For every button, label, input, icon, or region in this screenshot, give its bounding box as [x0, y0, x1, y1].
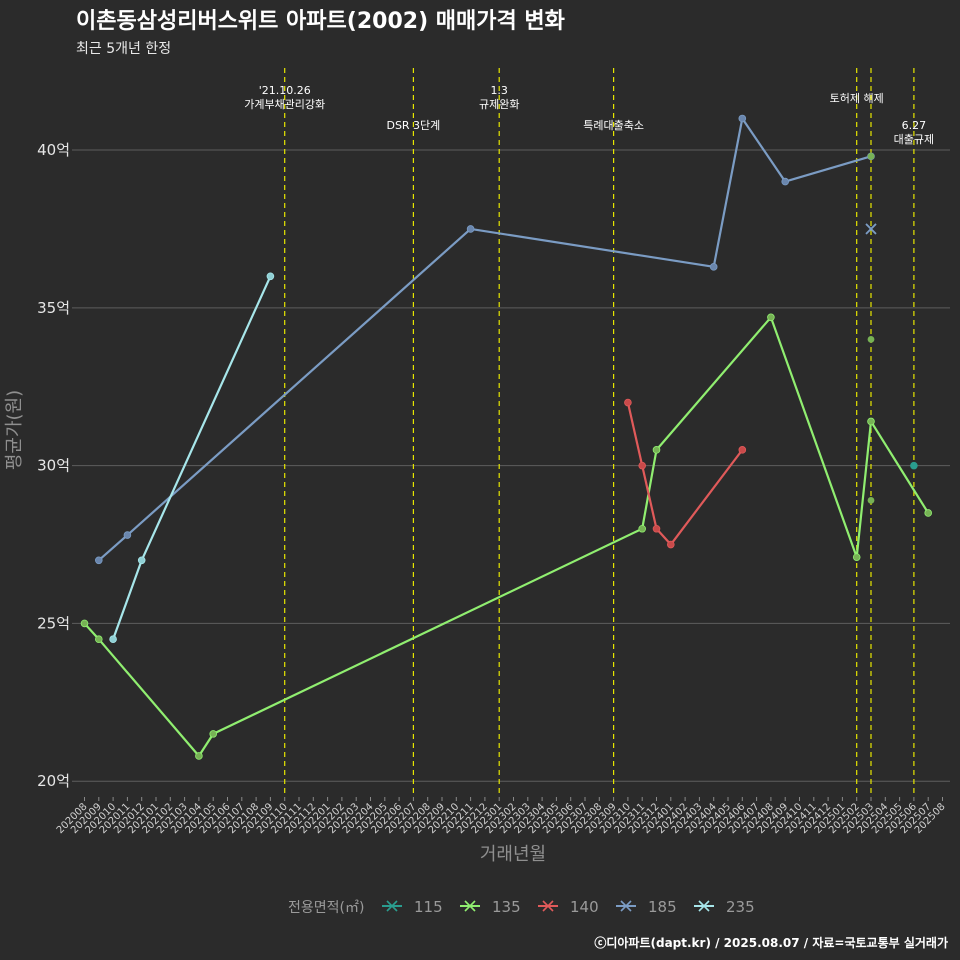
y-tick-label: 30억 [37, 457, 70, 475]
event-label: 토허제 해제 [830, 91, 884, 105]
extra-point-135 [867, 496, 875, 504]
series-line-140 [626, 402, 744, 546]
data-point-135 [867, 417, 875, 426]
data-point-135 [209, 730, 218, 738]
event-label: 가계부채관리강화 [244, 98, 325, 111]
event-label: 규제완화 [479, 98, 519, 111]
data-point-140 [738, 446, 747, 454]
legend-title: 전용면적(㎡) [288, 900, 364, 916]
event-label: 대출규제 [894, 133, 934, 146]
data-point-185 [95, 556, 103, 565]
legend-label-235: 235 [726, 898, 755, 916]
chart-caption: ⓒ디아파트(dapt.kr) / 2025.08.07 / 자료=국토교통부 실… [594, 935, 948, 950]
legend: 전용면적(㎡) 115 135 140 185 235 [288, 898, 755, 916]
y-tick-label: 20억 [37, 772, 70, 790]
y-tick-label: 35억 [37, 299, 70, 317]
legend-key-cross-185 [620, 900, 632, 912]
data-point-140 [624, 398, 632, 407]
data-point-135 [195, 752, 203, 760]
data-point-185 [781, 177, 789, 186]
data-point-135 [924, 509, 932, 517]
extra-point-135 [867, 336, 875, 343]
series-line-185 [98, 117, 872, 562]
data-point-135 [852, 553, 861, 561]
chart-subtitle: 최근 5개년 한정 [76, 41, 171, 57]
data-point-135 [80, 619, 89, 628]
data-point-135 [652, 446, 661, 454]
series-line-135 [83, 316, 930, 758]
event-label: 특례대출축소 [583, 119, 644, 132]
legend-label-140: 140 [570, 898, 599, 916]
data-point-140 [666, 540, 675, 549]
chart-title: 이촌동삼성리버스위트 아파트(2002) 매매가격 변화 [76, 9, 565, 34]
series-line-235 [112, 275, 272, 640]
event-label: 1.3 [490, 84, 508, 97]
event-label: '21.10.26 [259, 84, 311, 97]
event-label: DSR 3단계 [386, 119, 440, 132]
y-tick-label: 25억 [37, 614, 70, 632]
y-tick-label: 40억 [37, 141, 70, 159]
data-point-235 [137, 556, 146, 565]
legend-key-cross-235 [698, 900, 710, 912]
data-point-235 [109, 635, 117, 644]
data-point-185 [738, 114, 747, 123]
legend-label-115: 115 [414, 898, 443, 916]
gridlines [72, 149, 950, 782]
legend-key-cross-135 [464, 900, 476, 912]
data-point-235 [266, 272, 275, 281]
series-layer [80, 114, 932, 760]
data-point-115 [910, 461, 918, 470]
x-axis-title: 거래년월 [480, 844, 546, 865]
data-point-135 [767, 313, 775, 322]
data-point-135 [95, 635, 103, 644]
legend-label-135: 135 [492, 898, 521, 916]
legend-key-cross-115 [386, 900, 398, 912]
data-point-140 [638, 461, 646, 470]
y-axis-ticks: 20억 25억 30억 35억 40억 [37, 141, 70, 790]
data-point-185 [123, 531, 132, 539]
x-axis-ticks: 2020082020092020102020112020122021012021… [55, 797, 948, 836]
y-axis-title: 평균가(원) [4, 390, 25, 470]
legend-key-cross-140 [542, 900, 554, 912]
legend-label-185: 185 [648, 898, 677, 916]
data-point-140 [652, 524, 661, 533]
event-label: 6.27 [902, 119, 927, 132]
extra-point-185 [865, 223, 877, 235]
data-point-185 [709, 263, 718, 271]
data-point-135 [638, 524, 646, 533]
extra-point-135 [867, 152, 875, 160]
data-point-185 [466, 225, 475, 233]
